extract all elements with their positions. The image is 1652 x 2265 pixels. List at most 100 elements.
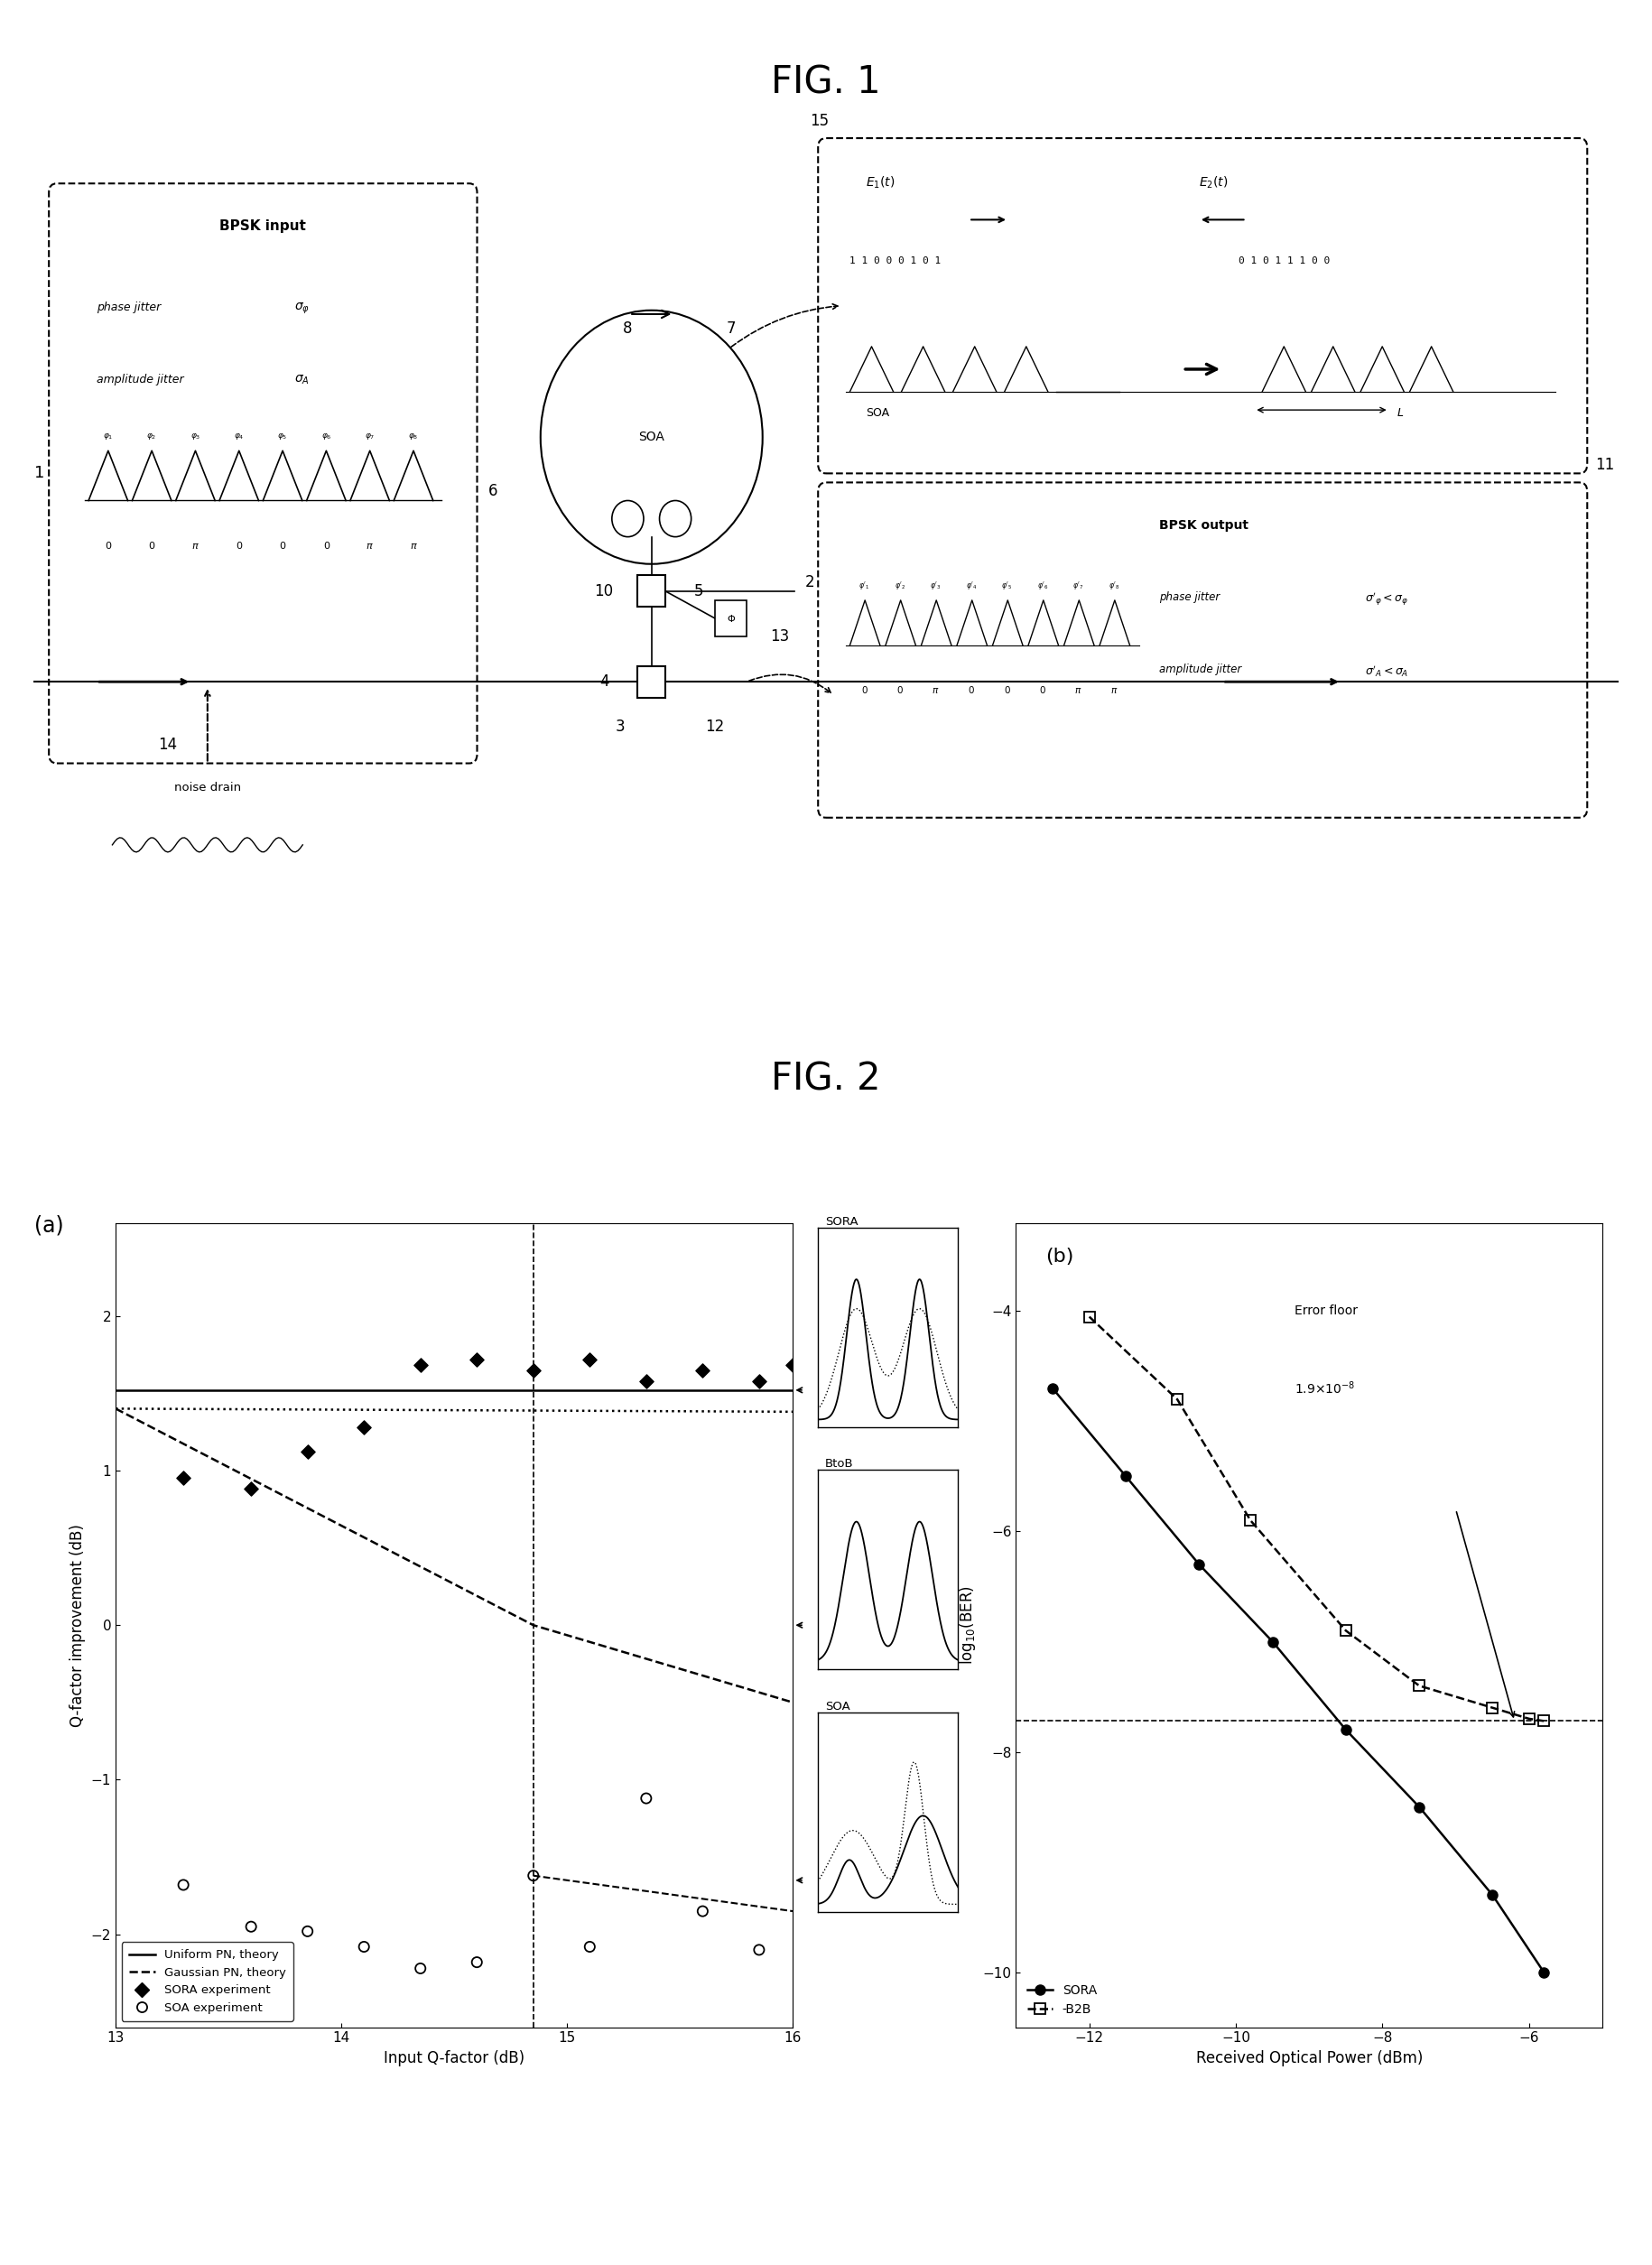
Text: BPSK input: BPSK input	[220, 220, 306, 233]
Text: 0: 0	[897, 686, 902, 695]
Text: 0: 0	[1004, 686, 1009, 695]
Text: $\sigma_\varphi$: $\sigma_\varphi$	[294, 301, 311, 315]
Text: 0: 0	[324, 541, 329, 550]
Point	[238, 1470, 264, 1506]
Text: phase jitter: phase jitter	[1160, 591, 1219, 602]
SORA	[1533, 1959, 1553, 1986]
Text: 0: 0	[149, 541, 155, 550]
Point	[745, 1364, 771, 1400]
Text: $\sigma'_\varphi < \sigma_\varphi$: $\sigma'_\varphi < \sigma_\varphi$	[1365, 591, 1409, 607]
-B2B	[1533, 1708, 1553, 1735]
FancyBboxPatch shape	[818, 138, 1588, 473]
Text: $\sigma_A$: $\sigma_A$	[294, 374, 311, 387]
Text: amplitude jitter: amplitude jitter	[96, 374, 183, 385]
Text: SOA: SOA	[639, 430, 664, 444]
Line: -B2B: -B2B	[1084, 1311, 1550, 1726]
Text: 0: 0	[968, 686, 975, 695]
Text: $\varphi'_2$: $\varphi'_2$	[894, 580, 905, 591]
Point	[520, 1352, 547, 1388]
Text: phase jitter: phase jitter	[96, 301, 160, 313]
Text: $\varphi_5$: $\varphi_5$	[278, 433, 287, 442]
Y-axis label: log$_{10}$(BER): log$_{10}$(BER)	[958, 1586, 978, 1665]
Text: amplitude jitter: amplitude jitter	[1160, 664, 1241, 675]
Text: FIG. 2: FIG. 2	[771, 1060, 881, 1099]
Point	[350, 1409, 377, 1445]
SORA	[1409, 1794, 1429, 1821]
SORA	[1336, 1717, 1356, 1744]
Text: 1: 1	[35, 464, 45, 482]
Point	[170, 1461, 197, 1497]
Text: $\pi$: $\pi$	[932, 686, 940, 695]
Text: Error floor: Error floor	[1295, 1305, 1358, 1318]
Text: $\varphi_7$: $\varphi_7$	[365, 433, 375, 442]
Text: 4: 4	[600, 673, 608, 691]
Text: 15: 15	[809, 113, 829, 129]
Point	[577, 1341, 603, 1377]
SORA	[1482, 1882, 1502, 1909]
Text: $\varphi'_6$: $\varphi'_6$	[1037, 580, 1047, 591]
Bar	[638, 666, 666, 698]
FancyBboxPatch shape	[50, 183, 477, 763]
Text: $\varphi'_8$: $\varphi'_8$	[1108, 580, 1120, 591]
Point	[464, 1341, 491, 1377]
Text: 1 1 0 0 0 1 0 1: 1 1 0 0 0 1 0 1	[849, 256, 942, 265]
Text: 6: 6	[489, 482, 497, 501]
Bar	[638, 575, 666, 607]
FancyBboxPatch shape	[818, 482, 1588, 818]
Text: BPSK output: BPSK output	[1160, 519, 1249, 532]
X-axis label: Received Optical Power (dBm): Received Optical Power (dBm)	[1196, 2050, 1422, 2066]
Point	[406, 1348, 433, 1384]
Text: 12: 12	[705, 718, 725, 736]
Text: 8: 8	[623, 319, 633, 337]
Text: $\pi$: $\pi$	[365, 541, 373, 550]
Text: $\pi$: $\pi$	[192, 541, 200, 550]
Text: $\varphi_8$: $\varphi_8$	[408, 433, 418, 442]
-B2B	[1520, 1706, 1540, 1733]
Y-axis label: Q-factor improvement (dB): Q-factor improvement (dB)	[69, 1524, 86, 1726]
Text: $\varphi_3$: $\varphi_3$	[190, 433, 200, 442]
Point	[745, 1932, 771, 1968]
Legend: Uniform PN, theory, Gaussian PN, theory, SORA experiment, SOA experiment: Uniform PN, theory, Gaussian PN, theory,…	[122, 1941, 294, 2020]
Point	[464, 1943, 491, 1980]
Text: 0: 0	[106, 541, 111, 550]
Text: 1.9$\times$10$^{-8}$: 1.9$\times$10$^{-8}$	[1295, 1379, 1355, 1398]
Point	[294, 1434, 320, 1470]
Point	[406, 1950, 433, 1986]
-B2B	[1336, 1617, 1356, 1644]
Text: $\varphi_4$: $\varphi_4$	[235, 433, 244, 442]
Text: $\varphi'_3$: $\varphi'_3$	[930, 580, 942, 591]
Legend: SORA, -B2B: SORA, -B2B	[1023, 1980, 1102, 2020]
Text: (a): (a)	[35, 1214, 64, 1237]
Text: L: L	[1398, 408, 1403, 419]
Text: $\varphi'_1$: $\varphi'_1$	[859, 580, 869, 591]
Point	[689, 1894, 715, 1930]
Text: 0: 0	[1039, 686, 1046, 695]
Text: 10: 10	[595, 582, 613, 600]
Bar	[715, 600, 747, 636]
SORA	[1262, 1629, 1282, 1656]
Point	[350, 1928, 377, 1964]
Text: 0: 0	[236, 541, 243, 550]
Text: $\varphi'_5$: $\varphi'_5$	[1001, 580, 1013, 591]
Point	[689, 1352, 715, 1388]
Text: 5: 5	[694, 582, 704, 600]
Text: $\varphi_1$: $\varphi_1$	[102, 433, 114, 442]
Text: $\pi$: $\pi$	[1110, 686, 1118, 695]
Point	[238, 1909, 264, 1946]
Text: $\varphi'_7$: $\varphi'_7$	[1072, 580, 1084, 591]
Text: SOA: SOA	[866, 408, 889, 419]
Text: $\varphi'_4$: $\varphi'_4$	[965, 580, 976, 591]
Text: FIG. 1: FIG. 1	[771, 63, 881, 102]
-B2B	[1482, 1694, 1502, 1721]
Point	[170, 1866, 197, 1903]
Text: SORA: SORA	[824, 1216, 857, 1228]
Text: 3: 3	[615, 718, 624, 736]
SORA	[1189, 1552, 1209, 1579]
Text: BtoB: BtoB	[824, 1459, 854, 1470]
Text: noise drain: noise drain	[173, 781, 241, 793]
Text: $\pi$: $\pi$	[1074, 686, 1082, 695]
-B2B	[1409, 1672, 1429, 1699]
Point	[633, 1780, 659, 1817]
X-axis label: Input Q-factor (dB): Input Q-factor (dB)	[383, 2050, 525, 2066]
-B2B	[1241, 1506, 1260, 1533]
